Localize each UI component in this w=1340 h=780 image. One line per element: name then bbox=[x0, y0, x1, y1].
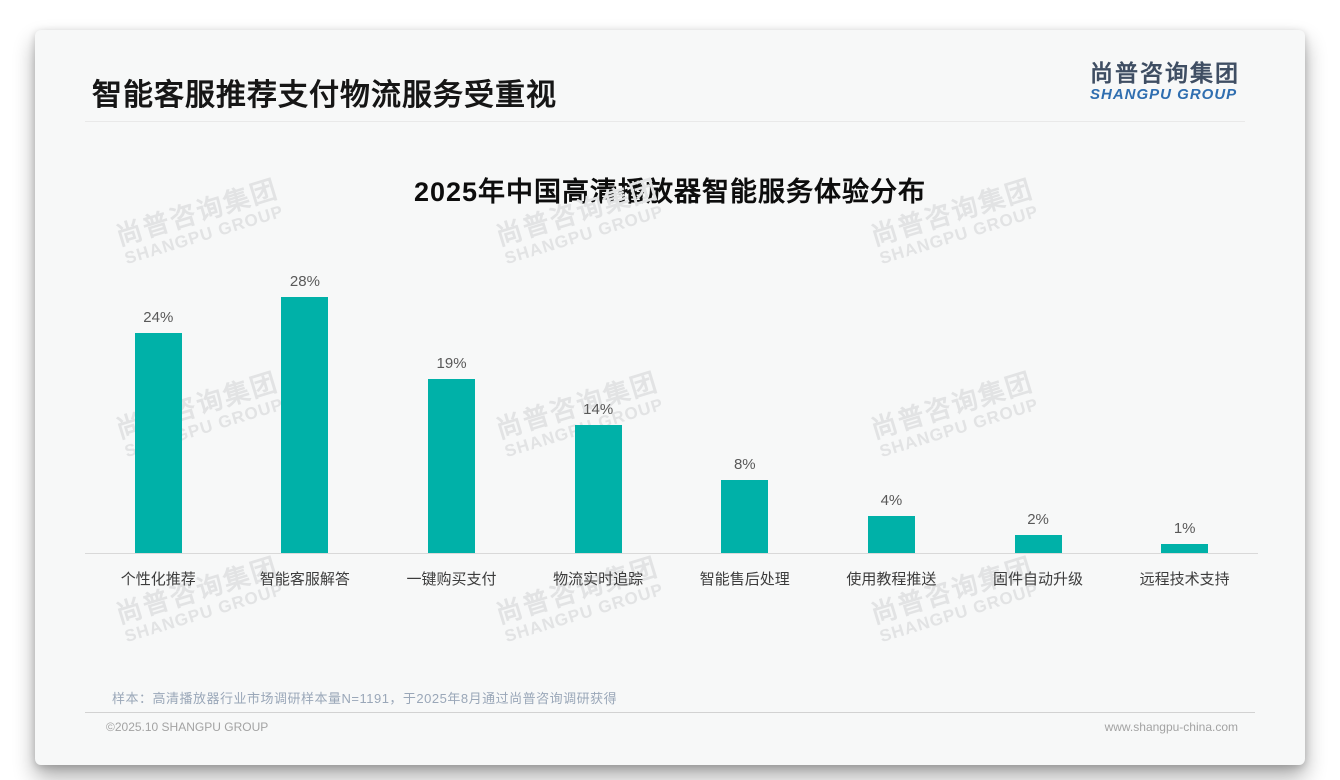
bar bbox=[281, 296, 329, 553]
logo-english-name: SHANGPU GROUP bbox=[1090, 86, 1238, 103]
watermark: 尚普咨询集团 SHANGPU GROUP bbox=[843, 545, 1067, 654]
sample-footnote: 样本：高清播放器行业市场调研样本量N=1191，于2025年8月通过尚普咨询调研… bbox=[112, 691, 618, 706]
bar-value-label: 28% bbox=[289, 272, 320, 290]
copyright-text: ©2025.10 SHANGPU GROUP bbox=[106, 720, 269, 734]
bar bbox=[134, 333, 182, 553]
chart-title: 2025年中国高清播放器智能服务体验分布 bbox=[413, 177, 927, 207]
category-label: 智能售后处理 bbox=[699, 571, 790, 588]
bar-slot: 2% bbox=[965, 253, 1112, 553]
bar-slot: 19% bbox=[378, 253, 525, 553]
category-label: 远程技术支持 bbox=[1139, 571, 1230, 588]
bar-value-label: 19% bbox=[436, 355, 467, 373]
category-label: 智能客服解答 bbox=[259, 571, 350, 588]
bar bbox=[721, 479, 769, 553]
bar-slot: 4% bbox=[818, 253, 965, 553]
watermark: 尚普咨询集团 SHANGPU GROUP bbox=[468, 545, 692, 654]
watermark-chinese: 尚普咨询集团 bbox=[867, 551, 1037, 630]
bar bbox=[428, 379, 476, 553]
bar-value-label: 8% bbox=[733, 455, 756, 473]
bar bbox=[1014, 534, 1062, 553]
x-axis-line bbox=[85, 553, 1258, 554]
header-divider bbox=[85, 121, 1245, 122]
category-label: 个性化推荐 bbox=[120, 571, 196, 588]
category-label: 固件自动升级 bbox=[993, 571, 1084, 588]
bar-slot: 8% bbox=[672, 253, 819, 553]
bar-slot: 1% bbox=[1111, 253, 1258, 553]
x-axis-labels: 个性化推荐 智能客服解答 一键购买支付 物流实时追踪 智能售后处理 使用教程推送 固件自动升… bbox=[85, 568, 1258, 589]
page-title: 智能客服推荐支付物流服务受重视 bbox=[92, 79, 557, 112]
bar-slot: 28% bbox=[232, 253, 379, 553]
bar-value-label: 1% bbox=[1173, 519, 1196, 537]
bar-slot: 14% bbox=[525, 253, 672, 553]
bar-value-label: 4% bbox=[880, 492, 903, 510]
category-label: 使用教程推送 bbox=[846, 571, 937, 588]
bar-slot: 24% bbox=[85, 253, 232, 553]
slide-card: 智能客服推荐支付物流服务受重视 尚普咨询集团 SHANGPU GROUP 202… bbox=[35, 30, 1305, 765]
bar bbox=[867, 516, 915, 553]
bar-value-label: 14% bbox=[583, 400, 614, 418]
watermark-chinese: 尚普咨询集团 bbox=[112, 551, 282, 630]
footer-divider bbox=[85, 712, 1255, 713]
category-label: 物流实时追踪 bbox=[553, 571, 644, 588]
logo-chinese-name: 尚普咨询集团 bbox=[1090, 60, 1240, 86]
bar bbox=[1161, 543, 1209, 553]
bar bbox=[574, 424, 622, 553]
bar-value-label: 24% bbox=[143, 309, 174, 327]
watermark: 尚普咨询集团 SHANGPU GROUP bbox=[88, 545, 312, 654]
watermark-chinese: 尚普咨询集团 bbox=[492, 551, 662, 630]
website-url: www.shangpu-china.com bbox=[1104, 720, 1238, 734]
company-logo: 尚普咨询集团 SHANGPU GROUP bbox=[1090, 60, 1240, 103]
bar-value-label: 2% bbox=[1027, 510, 1049, 528]
bar-chart: 24% 28% 19% 14% 8% 4% 2% 1% bbox=[85, 253, 1258, 553]
category-label: 一键购买支付 bbox=[406, 571, 497, 588]
